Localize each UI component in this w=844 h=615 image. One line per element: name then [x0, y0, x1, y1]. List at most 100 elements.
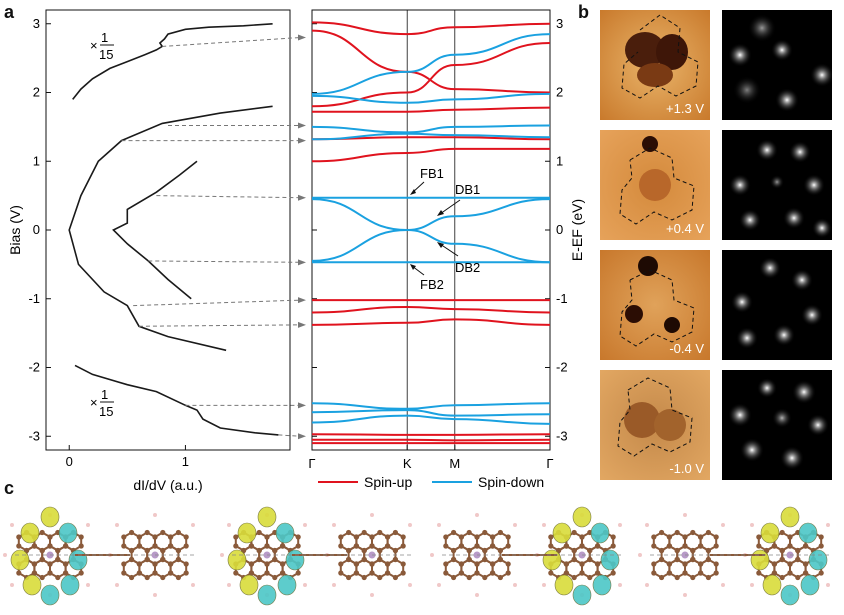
- band-line-down: [311, 409, 551, 417]
- stm-exp-tile-2: +0.4 V: [600, 130, 710, 240]
- carbon-atom: [795, 556, 801, 563]
- carbon-atom: [47, 534, 53, 540]
- legend-up-label: Spin-up: [364, 474, 412, 490]
- hydrogen-atom: [115, 583, 119, 587]
- carbon-atom: [152, 570, 158, 576]
- carbon-atom: [121, 534, 127, 540]
- molecule: [220, 506, 412, 606]
- sts-y-tick-label: -2: [28, 360, 40, 375]
- connector-arrowhead: [298, 137, 306, 144]
- carbon-atom: [144, 574, 150, 581]
- carbon-atom: [136, 534, 142, 540]
- legend-down-label: Spin-down: [478, 474, 544, 490]
- carbon-atom: [377, 574, 383, 581]
- carbon-atom: [175, 529, 181, 536]
- carbon-atom: [160, 556, 166, 563]
- carbon-atom: [458, 561, 464, 567]
- carbon-atom: [595, 570, 601, 576]
- hydrogen-atom: [513, 523, 517, 527]
- carbon-atom: [451, 529, 457, 536]
- band-y-tick-label: 1: [556, 153, 563, 168]
- sts-x-tick-label: 0: [66, 454, 73, 469]
- carbon-atom: [248, 543, 254, 549]
- carbon-atom: [233, 534, 239, 540]
- carbon-atom: [458, 543, 464, 549]
- stm-sim-tile-4: [722, 370, 832, 480]
- carbon-ring: [169, 531, 188, 552]
- carbon-atom: [803, 561, 809, 567]
- band-k-label: K: [403, 456, 412, 471]
- orbital-lobe: [780, 506, 800, 528]
- carbon-atom: [338, 561, 344, 567]
- band-line-down: [311, 414, 551, 425]
- carbon-atom: [505, 543, 511, 549]
- molecule: [3, 506, 195, 606]
- carbon-atom: [361, 574, 367, 581]
- carbon-atom: [353, 543, 359, 549]
- carbon-atom: [400, 561, 406, 567]
- orbital-lobe: [285, 549, 305, 571]
- orbital-lobe: [227, 549, 247, 571]
- carbon-atom: [690, 574, 696, 581]
- orbital-lobe: [808, 549, 828, 571]
- carbon-atom: [563, 570, 569, 576]
- carbon-atom: [353, 561, 359, 567]
- carbon-atom: [651, 534, 657, 540]
- connector-arrowhead: [298, 321, 306, 328]
- sts-x-axis-title: dI/dV (a.u.): [133, 477, 202, 493]
- carbon-atom: [698, 561, 704, 567]
- carbon-ring: [339, 558, 358, 579]
- band-line-down: [311, 402, 551, 410]
- carbon-atom: [168, 561, 174, 567]
- carbon-atom: [31, 570, 37, 576]
- carbon-atom: [144, 547, 150, 554]
- sts-y-tick-label: -1: [28, 291, 40, 306]
- carbon-atom: [183, 570, 189, 576]
- carbon-atom: [505, 534, 511, 540]
- carbon-ring: [460, 531, 478, 552]
- band-line-down: [311, 33, 551, 95]
- carbon-atom: [160, 574, 166, 581]
- carbon-atom: [346, 529, 352, 536]
- hydrogen-atom: [10, 583, 14, 587]
- carbon-atom: [183, 543, 189, 549]
- hydrogen-atom: [638, 553, 642, 557]
- label-fb1: FB1: [420, 166, 444, 181]
- carbon-atom: [144, 556, 150, 563]
- carbon-atom: [548, 570, 554, 576]
- molecule: [430, 506, 622, 606]
- carbon-atom: [756, 543, 762, 549]
- orbital-lobe: [762, 574, 782, 596]
- carbon-atom: [280, 561, 286, 567]
- carbon-atom: [338, 570, 344, 576]
- svg-text:1: 1: [101, 30, 108, 45]
- hydrogen-atom: [721, 523, 725, 527]
- carbon-atom: [256, 529, 262, 536]
- hydrogen-atom: [115, 523, 119, 527]
- carbon-atom: [264, 570, 270, 576]
- hydrogen-atom: [86, 523, 90, 527]
- carbon-ring: [668, 558, 686, 579]
- carbon-ring: [250, 558, 268, 579]
- carbon-atom: [779, 529, 785, 536]
- orbital-lobe: [798, 522, 818, 544]
- carbon-atom: [385, 561, 391, 567]
- carbon-atom: [16, 570, 22, 576]
- carbon-atom: [818, 534, 824, 540]
- connector-arrowhead: [298, 259, 306, 266]
- carbon-atom: [795, 574, 801, 581]
- carbon-atom: [377, 529, 383, 536]
- carbon-atom: [482, 547, 488, 554]
- orbital-lobe: [60, 574, 80, 596]
- carbon-atom: [295, 543, 301, 549]
- carbon-atom: [264, 543, 270, 549]
- carbon-atom: [272, 574, 278, 581]
- carbon-atom: [39, 529, 45, 536]
- orbital-lobe: [20, 522, 40, 544]
- carbon-atom: [756, 570, 762, 576]
- band-line-up: [311, 136, 551, 141]
- carbon-atom: [338, 543, 344, 549]
- carbon-ring: [491, 558, 510, 579]
- carbon-atom: [369, 534, 375, 540]
- carbon-atom: [16, 543, 22, 549]
